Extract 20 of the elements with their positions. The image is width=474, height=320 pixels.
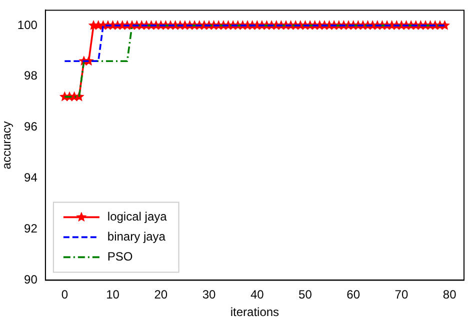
y-tick-label: 92 bbox=[24, 222, 38, 236]
x-tick-label: 40 bbox=[250, 288, 264, 302]
x-tick-label: 30 bbox=[202, 288, 216, 302]
x-tick-label: 80 bbox=[442, 288, 457, 302]
x-tick-label: 60 bbox=[346, 288, 360, 302]
y-tick-label: 90 bbox=[24, 272, 38, 287]
x-tick-label: 10 bbox=[106, 288, 120, 302]
legend-label: binary jaya bbox=[107, 230, 166, 244]
x-tick-label: 0 bbox=[61, 288, 68, 302]
x-tick-label: 70 bbox=[394, 288, 408, 302]
x-tick-label: 20 bbox=[154, 288, 168, 302]
y-tick-label: 94 bbox=[24, 170, 38, 185]
y-tick-label: 98 bbox=[24, 68, 38, 83]
x-tick-label: 50 bbox=[298, 288, 312, 302]
x-axis-title: iterations bbox=[230, 305, 280, 320]
legend-label: PSO bbox=[107, 250, 133, 264]
y-tick-label: 96 bbox=[24, 120, 38, 134]
legend-label: logical jaya bbox=[107, 210, 168, 224]
y-axis-title: accuracy bbox=[0, 121, 14, 170]
y-tick-label: 100 bbox=[17, 18, 38, 32]
